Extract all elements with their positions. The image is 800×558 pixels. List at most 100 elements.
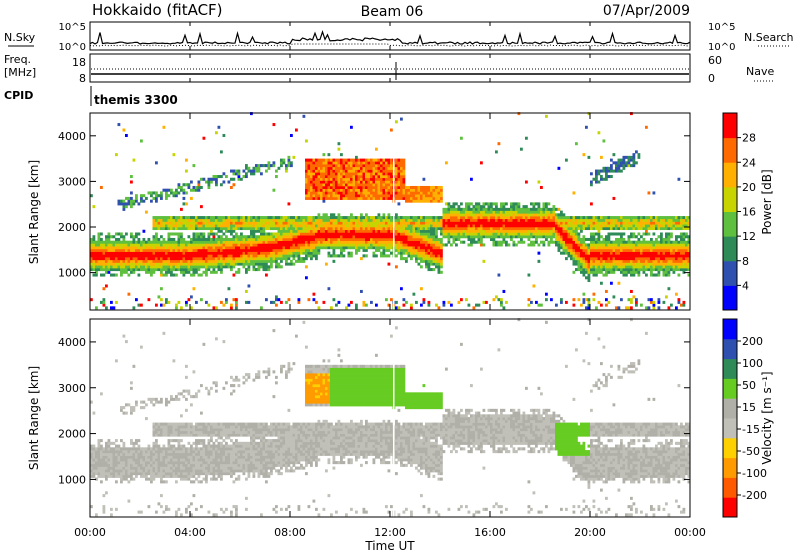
power-cell [430,219,433,222]
power-cell [535,208,538,211]
power-cell [588,268,591,271]
power-cell [665,246,668,249]
power-cell [305,164,308,167]
power-cell [478,202,481,205]
power-cell [375,180,378,183]
power-cell [195,260,198,263]
power-cell [283,219,286,222]
power-cell [295,238,298,241]
power-cell [365,246,368,249]
power-cell [150,263,153,266]
power-cell [398,202,401,205]
power-cell [243,175,246,178]
power-cell [505,219,508,222]
power-cell [625,306,628,309]
power-cell [235,246,238,249]
power-cell [590,252,593,255]
power-cell [538,235,541,238]
power-cell [645,249,648,252]
power-cell [360,159,363,162]
power-cell [198,257,201,260]
power-cell [450,216,453,219]
power-cell [223,260,226,263]
power-cell [313,161,316,164]
power-cell [218,263,221,266]
power-cell [338,142,341,145]
power-cell [203,265,206,268]
power-cell [170,263,173,266]
power-cell [375,161,378,164]
power-cell [278,243,281,246]
power-cell [283,230,286,233]
power-cell [440,246,443,249]
power-cell [365,172,368,175]
power-cell [618,254,621,257]
power-cell [233,263,236,266]
power-cell [263,246,266,249]
power-cell [445,227,448,230]
power-cell [468,205,471,208]
power-cell [298,224,301,227]
power-cell [288,298,291,301]
power-cell [603,265,606,268]
power-cell [398,243,401,246]
power-cell [125,263,128,266]
power-cell [405,219,408,222]
power-cell [633,265,636,268]
power-cell [233,265,236,268]
power-cell [420,200,423,203]
power-cell [158,295,161,298]
power-cell [280,222,283,225]
power-cell [668,252,671,255]
power-cell [313,224,316,227]
power-cell [148,191,151,194]
power-cell [618,268,621,271]
power-cell [225,257,228,260]
power-cell [388,183,391,186]
power-cell [343,230,346,233]
power-cell [530,227,533,230]
power-cell [388,175,391,178]
power-cell [323,194,326,197]
power-cell [298,257,301,260]
power-cell [653,254,656,257]
power-cell [455,227,458,230]
power-cell [398,178,401,181]
power-cell [383,230,386,233]
power-cell [340,243,343,246]
power-cell [188,235,191,238]
power-cell [558,224,561,227]
power-cell [618,167,621,170]
power-cell [658,265,661,268]
power-cell [265,268,268,271]
power-cell [288,202,291,205]
power-cell [280,249,283,252]
power-cell [168,249,171,252]
power-cell [313,172,316,175]
power-cell [648,216,651,219]
power-cell [625,246,628,249]
power-cell [215,131,218,134]
power-cell [255,254,258,257]
power-cell [508,208,511,211]
power-cell [638,241,641,244]
power-cell [158,222,161,225]
power-cell [365,243,368,246]
power-cell [553,205,556,208]
power-cell [573,191,576,194]
power-cell [635,298,638,301]
power-cell [425,186,428,189]
power-cell [285,232,288,235]
power-cell [323,164,326,167]
power-cell [323,175,326,178]
power-cell [608,301,611,304]
power-cell [180,268,183,271]
power-cell [203,271,206,274]
power-cell [173,219,176,222]
power-cell [613,241,616,244]
power-cell [403,252,406,255]
power-cell [158,216,161,219]
power-cell [190,274,193,277]
power-cell [433,238,436,241]
power-cell [193,186,196,189]
